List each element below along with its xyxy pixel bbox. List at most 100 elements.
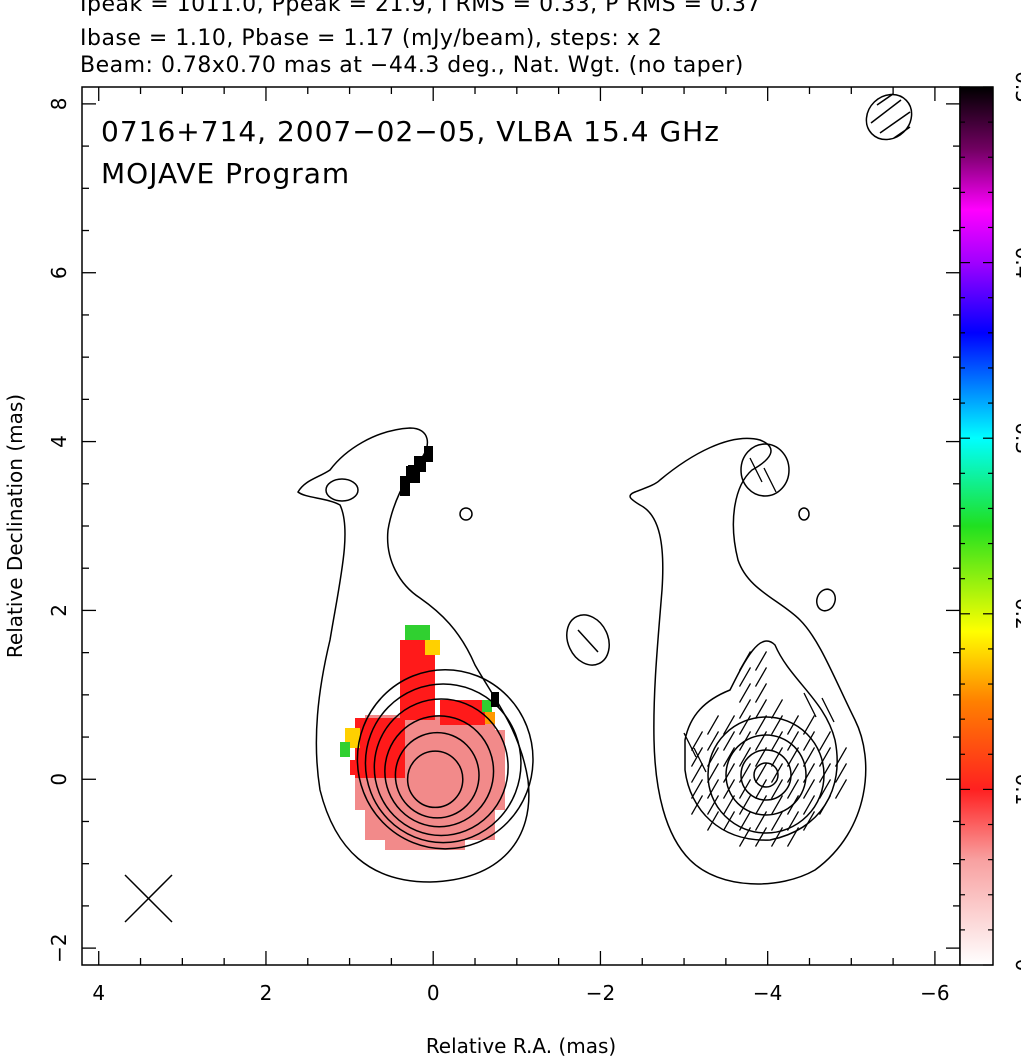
x-axis-title: Relative R.A. (mas)	[426, 1034, 616, 1058]
evpa-stick	[738, 699, 752, 719]
core-contour-ring	[364, 683, 522, 844]
header-stats-line-1: Ipeak = 1011.0, Ppeak = 21.9, I RMS = 0.…	[80, 0, 761, 17]
evpa-stick	[706, 779, 720, 799]
axis-ticks	[82, 87, 960, 965]
evpa-stick	[754, 699, 768, 719]
evpa-stick	[786, 763, 800, 783]
evpa-stick	[821, 697, 835, 723]
evpa-stick	[786, 827, 800, 847]
pol-pixel	[491, 692, 499, 707]
evpa-stick	[706, 715, 720, 735]
evpa-stick	[722, 731, 736, 751]
evpa-stick	[754, 683, 768, 703]
evpa-stick	[818, 795, 832, 815]
pol-pixel	[385, 840, 465, 850]
core-contour-ring	[406, 750, 464, 809]
program-title: MOJAVE Program	[101, 157, 350, 190]
evpa-stick	[738, 763, 752, 783]
x-tick-label: 2	[260, 981, 273, 1005]
polarization-image	[340, 446, 505, 850]
evpa-vectors	[683, 457, 848, 847]
evpa-stick	[722, 715, 736, 735]
contour-island	[798, 507, 810, 521]
core-contour-ring	[356, 668, 534, 850]
evpa-stick	[722, 795, 736, 815]
evpa-stick	[754, 795, 768, 815]
evpa-stick	[690, 795, 704, 815]
evpa-stick	[770, 747, 784, 767]
evpa-stick	[690, 779, 704, 799]
intensity-contours	[297, 427, 530, 883]
ring	[753, 762, 779, 788]
x-tick-label: −6	[920, 981, 949, 1005]
evpa-stick	[770, 779, 784, 799]
evpa-stick	[770, 795, 784, 815]
evpa-stick	[818, 779, 832, 799]
evpa-stick	[683, 732, 697, 758]
header-stats-line-2: Ibase = 1.10, Pbase = 1.17 (mJy/beam), s…	[80, 26, 663, 51]
evpa-stick	[754, 667, 768, 687]
core-contour-ring	[384, 715, 495, 828]
evpa-stick	[706, 763, 720, 783]
evpa-stick	[802, 715, 816, 735]
evpa-stick	[738, 731, 752, 751]
contour-island	[815, 588, 837, 612]
evpa-stick	[802, 763, 816, 783]
evpa-stick	[749, 457, 763, 483]
evpa-stick	[754, 747, 768, 767]
evpa-stick	[738, 683, 752, 703]
cross-marker	[124, 874, 173, 923]
evpa-stick	[786, 747, 800, 767]
pol-pixel	[405, 625, 430, 640]
pol-pixel	[425, 640, 440, 655]
y-tick-label: −2	[47, 933, 71, 962]
colorbar-tick-label: 0	[1011, 959, 1021, 972]
evpa-stick	[738, 715, 752, 735]
evpa-stick	[770, 699, 784, 719]
core-contour-ring	[373, 698, 509, 837]
core-contour-rings	[356, 668, 534, 850]
ring	[725, 734, 807, 816]
pol-pixel	[340, 742, 350, 757]
y-axis-title: Relative Declination (mas)	[3, 394, 27, 658]
evpa-stick	[690, 763, 704, 783]
x-tick-label: 4	[92, 981, 105, 1005]
evpa-stick	[738, 747, 752, 767]
evpa-stick	[802, 779, 816, 799]
evpa-stick	[706, 795, 720, 815]
y-tick-label: 6	[47, 266, 71, 279]
colorbar-ticks	[960, 86, 993, 966]
contour-island	[325, 478, 359, 502]
colorbar-tick-label: 0.1	[1011, 773, 1021, 805]
ring	[740, 749, 792, 801]
evpa-stick	[738, 827, 752, 847]
evpa-stick	[802, 731, 816, 751]
evpa-stick	[738, 651, 752, 671]
evpa-stick	[754, 715, 768, 735]
y-tick-label: 2	[47, 604, 71, 617]
evpa-stick	[818, 747, 832, 767]
evpa-stick	[802, 811, 816, 831]
evpa-stick	[738, 795, 752, 815]
x-tick-label: −4	[753, 981, 782, 1005]
evpa-stick	[770, 731, 784, 751]
evpa-stick	[786, 795, 800, 815]
evpa-stick	[770, 827, 784, 847]
evpa-stick	[722, 747, 736, 767]
evpa-stick	[786, 715, 800, 735]
evpa-stick	[706, 747, 720, 767]
evpa-stick	[754, 779, 768, 799]
evpa-stick	[722, 779, 736, 799]
evpa-stick	[818, 763, 832, 783]
evpa-stick	[818, 731, 832, 751]
source-title: 0716+714, 2007−02−05, VLBA 15.4 GHz	[101, 115, 720, 148]
colorbar-tick-label: 0.2	[1011, 598, 1021, 630]
pol-pixel	[416, 456, 426, 472]
evpa-stick	[690, 747, 704, 767]
outer-contour	[629, 437, 867, 885]
colorbar-tick-label: 0.3	[1011, 422, 1021, 454]
colorbar	[959, 86, 994, 966]
y-tick-label: 0	[47, 773, 71, 786]
evpa-stick	[577, 629, 599, 653]
header-beam-line: Beam: 0.78x0.70 mas at −44.3 deg., Nat. …	[80, 53, 744, 78]
